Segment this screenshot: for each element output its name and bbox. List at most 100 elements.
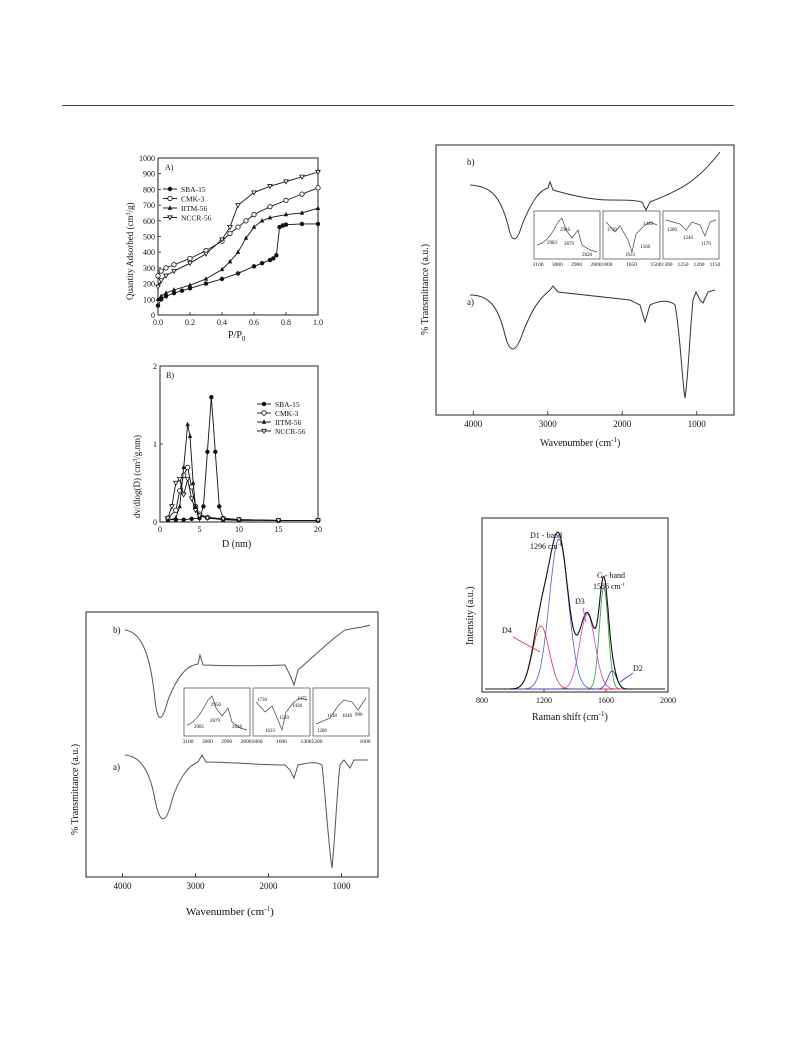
point-CMK-3 <box>155 273 161 279</box>
inset-peak-label: 1170 <box>701 242 711 247</box>
x-tick-label: 0.8 <box>281 318 291 327</box>
point-SBA-15 <box>179 288 185 293</box>
legend-label-CMK-3: CMK-3 <box>181 195 205 204</box>
panel-e-xlabel-text: Raman shift (cm <box>532 712 599 723</box>
legend-marker-NCCR-56 <box>261 428 267 435</box>
inset-frame <box>602 210 661 260</box>
point-NCCR-56 <box>165 516 171 522</box>
panel-c-ylabel: % Transmittance (a.u.) <box>420 244 431 335</box>
point-IITM-56 <box>283 211 289 217</box>
point-NCCR-56 <box>168 504 175 510</box>
x-tick-label: 3000 <box>539 419 558 429</box>
panel-b-ylabel-tail: /g.nm) <box>132 435 142 459</box>
page-header-rule <box>62 105 734 106</box>
point-NCCR-56 <box>220 516 227 522</box>
point-NCCR-56 <box>172 480 179 487</box>
inset-peak-label: 1633 <box>265 729 276 734</box>
legend-marker-NCCR-56 <box>167 215 173 221</box>
x-tick-label: 4000 <box>464 419 483 429</box>
point-CMK-3 <box>267 204 273 210</box>
inset-peak-label: 1040 <box>342 714 353 719</box>
panel-d-xlabel-sup: -1 <box>264 905 270 913</box>
point-NCCR-56 <box>204 516 211 522</box>
point-SBA-15 <box>203 281 209 286</box>
inset-peak-label: 2828 <box>232 725 243 730</box>
point-IITM-56 <box>171 287 177 292</box>
raman-band-D3 <box>485 613 665 690</box>
point-SBA-15 <box>159 297 164 302</box>
point-IITM-56 <box>163 290 169 295</box>
panel-a-xlabel-sub: 0 <box>242 335 246 343</box>
inset-frame <box>533 210 601 260</box>
y-tick-label: 100 <box>143 295 155 304</box>
raman-d1-label: D1 - band <box>530 531 562 540</box>
point-CMK-3 <box>187 255 193 262</box>
x-tick-label: 0.4 <box>217 318 227 327</box>
inset-peak-label: 1138 <box>327 714 337 719</box>
point-IITM-56 <box>177 503 182 509</box>
point-IITM-56 <box>159 293 164 298</box>
x-tick-label: 4000 <box>114 881 133 891</box>
point-NCCR-56 <box>187 261 193 267</box>
x-tick-label: 10 <box>235 525 243 534</box>
panel-c-xlabel-text: Wavenumber (cm <box>540 438 611 449</box>
series-line-SBA-15 <box>157 223 318 306</box>
panel-a-xlabel-text: P/P <box>228 330 242 341</box>
point-IITM-56 <box>187 282 193 287</box>
inset-peak-label: 1280 <box>317 729 328 734</box>
point-IITM-56 <box>219 266 225 272</box>
legend-marker-IITM-56 <box>261 419 267 424</box>
y-tick-label: 0 <box>151 311 155 320</box>
legend-label-SBA-15: SBA-15 <box>275 400 300 409</box>
point-CMK-3 <box>251 211 257 218</box>
inset-frame <box>312 687 370 737</box>
inset-tick-label: 1250 <box>678 262 689 268</box>
raman-d3-label: D3 <box>575 597 585 606</box>
panel-c-trace-a <box>469 285 716 399</box>
raman-d1-value: 1296 cm-1 <box>530 542 562 551</box>
point-IITM-56 <box>235 249 241 254</box>
point-IITM-56 <box>187 433 193 438</box>
point-CMK-3 <box>185 464 191 470</box>
point-CMK-3 <box>227 230 233 236</box>
panel-d-xlabel-tail: ) <box>270 906 274 918</box>
x-tick-label: 1000 <box>688 419 707 429</box>
inset-trace <box>186 695 248 731</box>
point-SBA-15 <box>163 293 169 299</box>
point-IITM-56 <box>181 464 186 470</box>
inset-tick-label: 1400 <box>301 739 312 745</box>
point-NCCR-56 <box>219 237 225 243</box>
point-NCCR-56 <box>315 170 321 176</box>
x-tick-label: 2000 <box>613 419 632 429</box>
inset-peak-label: 2879 <box>564 242 575 247</box>
point-SBA-15 <box>271 256 276 261</box>
x-tick-label: 1000 <box>333 881 352 891</box>
y-tick-label: 900 <box>143 170 155 179</box>
y-tick-label: 0 <box>153 518 157 527</box>
series-line-IITM-56 <box>167 424 318 521</box>
panel-c-label-a: a) <box>467 297 474 307</box>
y-tick-label: 1 <box>153 440 157 449</box>
x-tick-label: 2000 <box>660 696 676 705</box>
inset-peak-label: 1440 <box>643 222 654 227</box>
x-tick-label: 20 <box>314 525 322 534</box>
raman-g-value-text: 1586 cm <box>593 582 622 591</box>
series-line-IITM-56 <box>157 207 319 300</box>
point-SBA-15 <box>213 449 218 454</box>
raman-g-value-sup: -1 <box>621 583 626 588</box>
inset-tick-label: 3100 <box>183 739 194 745</box>
inset-peak-label: 2985 <box>194 725 205 730</box>
point-SBA-15 <box>189 516 194 522</box>
legend-label-NCCR-56: NCCR-56 <box>275 427 306 436</box>
point-CMK-3 <box>173 507 179 513</box>
panel-b-ylabel-sup: 3 <box>133 459 139 462</box>
panel-e-ylabel: Intensity (a.u.) <box>465 586 476 645</box>
legend-label-NCCR-56: NCCR-56 <box>181 214 212 223</box>
inset-tick-label: 1150 <box>710 262 721 268</box>
panel-c-ftir-top: 4000 3000 2000 1000 b) a) 3100 3000 2900 2800 2… <box>420 144 735 449</box>
point-SBA-15 <box>299 221 305 227</box>
point-IITM-56 <box>227 258 233 264</box>
inset-trace <box>665 219 717 237</box>
inset-peak-label: 1520 <box>279 716 290 721</box>
panel-d-trace-b <box>124 624 371 719</box>
